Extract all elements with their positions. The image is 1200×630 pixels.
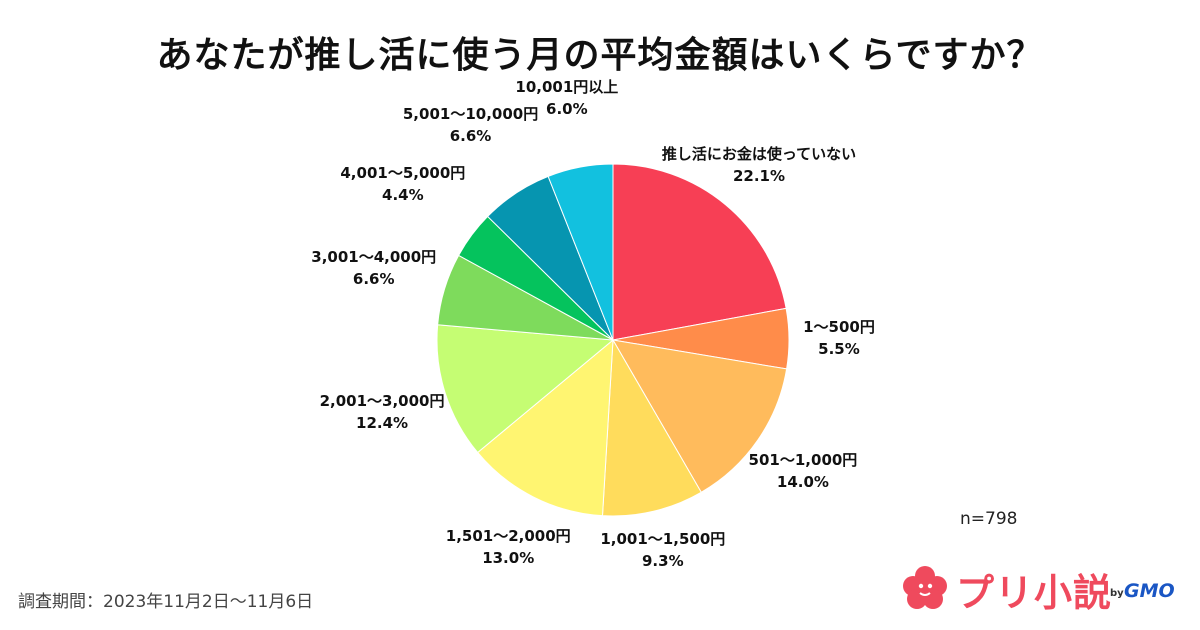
brand-by: by: [1110, 588, 1124, 599]
slice-label-text: 10,001円以上: [515, 78, 619, 97]
brand-name: プリ小説: [956, 571, 1113, 615]
slice-label-text: 1,501〜2,000円: [445, 526, 571, 545]
slice-percent-text: 6.6%: [449, 126, 492, 145]
pie-slice-5: [436, 324, 615, 454]
slice-percent-text: 9.3%: [642, 552, 684, 571]
slice-label-text: 5,001〜10,000円: [402, 104, 539, 123]
slice-label-text: 2,001〜3,000円: [319, 392, 445, 411]
pie-slice-2: [612, 339, 788, 493]
survey-period: 調査期間：2023年11月2日〜11月6日: [18, 592, 314, 612]
slice-label-8: 5,001〜10,000円 6.6%: [403, 103, 538, 147]
slice-percent-text: 14.0%: [776, 473, 829, 492]
slice-label-text: 1〜500円: [803, 318, 875, 337]
slice-percent-text: 6.6%: [352, 269, 395, 288]
slice-label-text: 501〜1,000円: [748, 451, 858, 470]
slice-label-text: 3,001〜4,000円: [311, 247, 437, 266]
chart-title: あなたが推し活に使う月の平均金額はいくらですか？: [156, 35, 1044, 76]
brand-company: GMO: [1124, 580, 1175, 602]
slice-percent-text: 4.4%: [382, 185, 424, 204]
slice-percent-text: 6.0%: [546, 100, 588, 119]
brand-flower-icon: [903, 566, 947, 609]
slice-label-3: 1,001〜1,500円 9.3%: [600, 528, 725, 572]
slice-label-text: 4,001〜5,000円: [340, 163, 466, 182]
brand-logo: プリ小説 by GMO: [900, 560, 1190, 616]
slice-percent-text: 22.1%: [732, 166, 786, 185]
slice-label-9: 10,001円以上 6.0%: [515, 76, 618, 120]
pie-slice-9: [547, 163, 614, 341]
slice-percent-text: 13.0%: [482, 548, 535, 567]
pie-slice-4: [476, 338, 614, 517]
sample-size: n=798: [960, 509, 1018, 529]
slice-label-5: 2,001〜3,000円 12.4%: [320, 390, 445, 434]
slice-label-text: 1,001〜1,500円: [600, 530, 726, 549]
slice-label-4: 1,501〜2,000円 13.0%: [446, 525, 571, 569]
slice-label-2: 501〜1,000円 14.0%: [749, 449, 858, 493]
slice-label-0: 推し活にお金は使っていない 22.1%: [662, 143, 856, 187]
slice-label-6: 3,001〜4,000円 6.6%: [311, 246, 436, 290]
pie-slice-0: [612, 163, 787, 341]
slice-percent-text: 5.5%: [818, 340, 860, 359]
pie-slice-3: [601, 338, 702, 517]
slice-percent-text: 12.4%: [356, 414, 409, 433]
slice-label-7: 4,001〜5,000円 4.4%: [340, 162, 465, 206]
slice-label-1: 1〜500円 5.5%: [803, 316, 875, 360]
slice-label-text: 推し活にお金は使っていない: [661, 144, 857, 163]
